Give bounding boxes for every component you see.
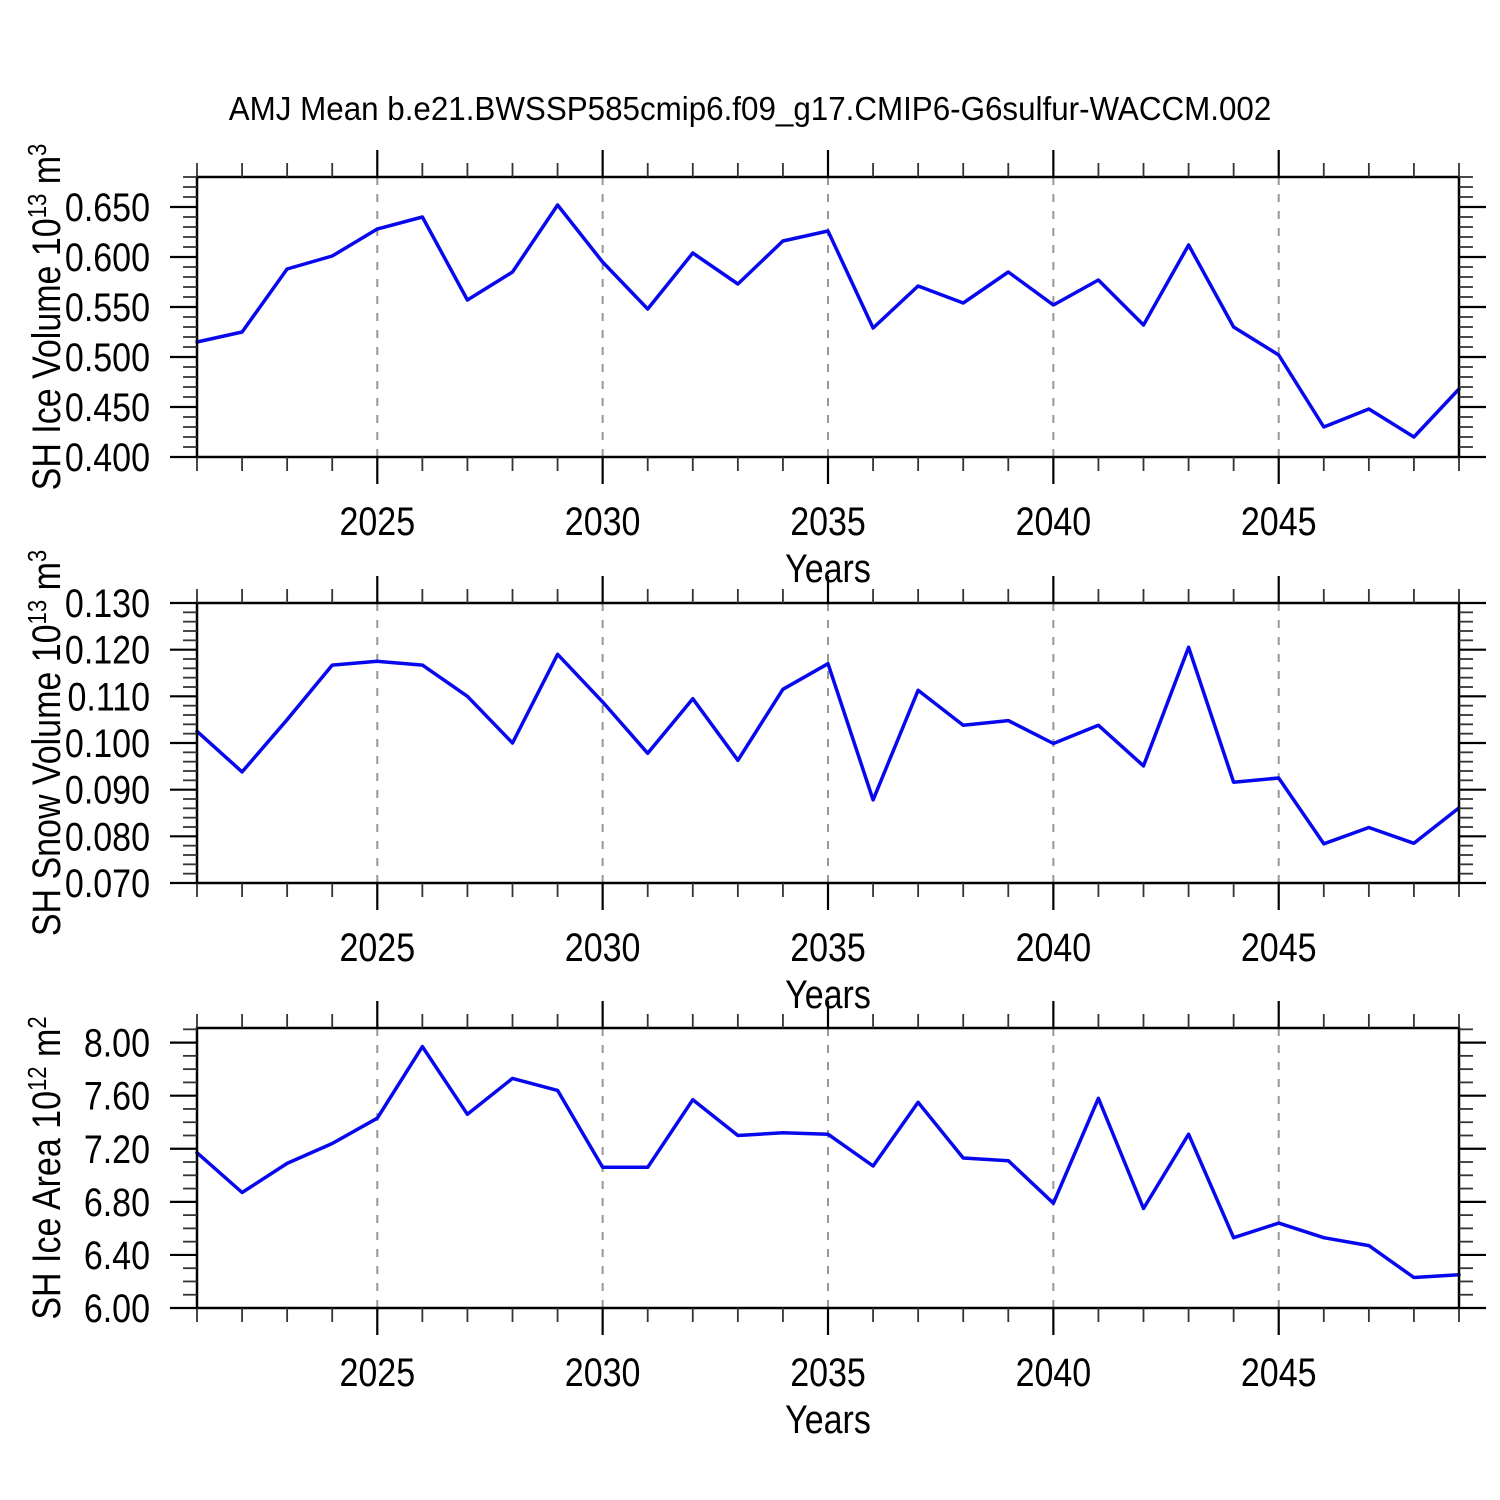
- x-tick-labels: 2025 2030 2035 2040 2045: [339, 498, 1316, 543]
- x-tick-label: 2040: [1016, 924, 1092, 969]
- x-tick-label: 2030: [565, 498, 641, 543]
- y-axis-label: SH Ice Area 1012 m2: [23, 1016, 68, 1319]
- x-tick-label: 2035: [790, 1349, 866, 1394]
- y-ticks: [170, 176, 1486, 459]
- y-tick-label: 6.00: [84, 1285, 150, 1330]
- x-ticks: [196, 1001, 1460, 1335]
- x-tick-label: 2030: [565, 1349, 641, 1394]
- y-tick-labels: 0.400 0.450 0.500 0.550 0.600 0.650: [65, 184, 150, 479]
- data-line: [195, 1044, 1461, 1280]
- x-tick-label: 2025: [339, 498, 415, 543]
- y-tick-label: 0.120: [65, 627, 150, 672]
- x-gridlines: [376, 1028, 1280, 1308]
- y-tick-label: 0.550: [65, 284, 150, 329]
- y-tick-label: 0.070: [65, 860, 150, 905]
- y-tick-label: 0.100: [65, 720, 150, 765]
- x-tick-label: 2035: [790, 498, 866, 543]
- figure-title: AMJ Mean b.e21.BWSSP585cmip6.f09_g17.CMI…: [228, 90, 1272, 127]
- y-tick-label: 0.090: [65, 767, 150, 812]
- y-axis-label: SH Ice Volume 1013 m3: [23, 144, 68, 491]
- y-tick-label: 0.400: [65, 434, 150, 479]
- x-tick-label: 2035: [790, 924, 866, 969]
- y-tick-label: 0.080: [65, 814, 150, 859]
- y-tick-label: 7.20: [84, 1126, 150, 1171]
- x-tick-label: 2025: [339, 924, 415, 969]
- x-tick-label: 2045: [1241, 498, 1317, 543]
- y-tick-label: 7.60: [84, 1073, 150, 1118]
- data-line: [195, 645, 1461, 846]
- x-axis-label: Years: [785, 1396, 871, 1441]
- plot-sh-ice-area: 6.00 6.40 6.80 7.20 7.60 8.00 2025 2030 2035 2040…: [23, 1001, 1486, 1442]
- y-tick-label: 0.130: [65, 580, 150, 625]
- y-axis-label: SH Snow Volume 1013 m3: [23, 550, 68, 936]
- x-ticks: [196, 576, 1460, 910]
- y-tick-label: 0.450: [65, 384, 150, 429]
- x-tick-label: 2040: [1016, 1349, 1092, 1394]
- y-tick-label: 6.80: [84, 1179, 150, 1224]
- y-tick-label: 8.00: [84, 1020, 150, 1065]
- x-gridlines: [376, 177, 1280, 457]
- y-tick-label: 0.500: [65, 334, 150, 379]
- x-ticks: [196, 150, 1460, 484]
- data-line: [195, 203, 1461, 439]
- y-ticks: [170, 601, 1486, 885]
- x-tick-labels: 2025 2030 2035 2040 2045: [339, 924, 1316, 969]
- x-tick-labels: 2025 2030 2035 2040 2045: [339, 1349, 1316, 1394]
- x-tick-label: 2025: [339, 1349, 415, 1394]
- y-tick-labels: 6.00 6.40 6.80 7.20 7.60 8.00: [84, 1020, 150, 1331]
- x-tick-label: 2030: [565, 924, 641, 969]
- y-tick-label: 6.40: [84, 1232, 150, 1277]
- x-tick-label: 2045: [1241, 924, 1317, 969]
- y-tick-label: 0.110: [67, 674, 150, 719]
- x-tick-label: 2045: [1241, 1349, 1317, 1394]
- x-tick-label: 2040: [1016, 498, 1092, 543]
- y-tick-label: 0.650: [65, 184, 150, 229]
- y-ticks: [170, 1028, 1486, 1310]
- y-tick-label: 0.600: [65, 234, 150, 279]
